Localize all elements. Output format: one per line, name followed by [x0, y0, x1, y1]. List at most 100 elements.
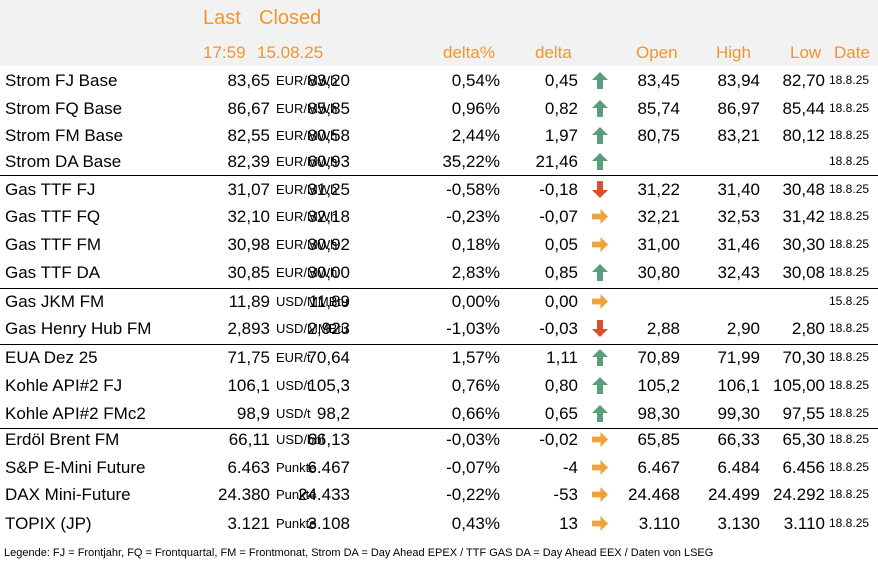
open-value: 98,30 — [637, 404, 680, 423]
delta-value: -0,03 — [539, 319, 578, 338]
delta-pct-value: 0,54% — [451, 71, 500, 90]
trend-flat-arrow-icon — [592, 459, 608, 476]
table-row: Gas JKM FM 11,89 11,89 USD/MMBtu 0,00% 0,00 15… — [0, 288, 878, 315]
last-value: 82,55 — [227, 126, 270, 145]
table-row: DAX Mini-Future 24.380 24.433 Punkte -0,22% -… — [0, 481, 878, 508]
delta-value: 0,45 — [544, 71, 578, 90]
date-value: 18.8.25 — [829, 432, 870, 446]
instrument-name: Strom FQ Base — [5, 99, 123, 118]
unit-label: Punkte — [276, 487, 317, 502]
delta-value: 0,80 — [544, 376, 578, 395]
date-value: 18.8.25 — [829, 154, 870, 168]
last-value: 11,89 — [228, 292, 270, 311]
low-value: 6.456 — [782, 458, 825, 477]
delta-value: -4 — [562, 458, 578, 477]
header-band — [0, 0, 878, 66]
open-value: 3.110 — [638, 514, 680, 533]
delta-value: 13 — [559, 514, 578, 533]
instrument-name: Strom FM Base — [5, 126, 124, 145]
open-value: 80,75 — [637, 126, 680, 145]
date-value: 15.8.25 — [829, 294, 870, 308]
unit-label: EUR/MWh — [276, 182, 338, 197]
date-value: 18.8.25 — [829, 101, 870, 115]
instrument-name: DAX Mini-Future — [5, 485, 131, 504]
table-row: Strom DA Base 82,39 60,93 EUR/MWh 35,22% 21,4… — [0, 148, 878, 175]
date-value: 18.8.25 — [829, 516, 870, 530]
group-separator — [0, 288, 878, 289]
trend-up-arrow-icon — [592, 72, 608, 89]
delta-pct-value: -1,03% — [446, 319, 500, 338]
date-value: 18.8.25 — [829, 237, 870, 251]
closed-value: 24.433 — [298, 485, 350, 504]
header-last-time: 17:59 — [203, 43, 246, 62]
instrument-name: Erdöl Brent FM — [5, 430, 120, 449]
trend-flat-arrow-icon — [592, 208, 608, 225]
date-value: 18.8.25 — [829, 460, 870, 474]
low-value: 82,70 — [782, 71, 825, 90]
trend-up-arrow-icon — [592, 349, 608, 366]
low-value: 80,12 — [782, 126, 825, 145]
date-value: 18.8.25 — [829, 128, 870, 142]
low-value: 65,30 — [782, 430, 825, 449]
unit-label: USD/bbl — [276, 432, 325, 447]
unit-label: USD/t — [276, 378, 311, 393]
closed-value: 70,64 — [307, 348, 350, 367]
delta-value: -0,18 — [539, 180, 578, 199]
date-value: 18.8.25 — [829, 350, 870, 364]
open-value: 85,74 — [637, 99, 680, 118]
delta-pct-value: 0,18% — [451, 235, 500, 254]
last-value: 32,10 — [227, 207, 270, 226]
high-value: 86,97 — [717, 99, 760, 118]
unit-label: EUR/MWh — [276, 209, 338, 224]
trend-flat-arrow-icon — [592, 486, 608, 503]
trend-up-arrow-icon — [592, 153, 608, 170]
date-value: 18.8.25 — [829, 406, 870, 420]
last-value: 82,39 — [227, 152, 270, 171]
table-row: Gas TTF FQ 32,10 32,18 EUR/MWh -0,23% -0,07 32… — [0, 203, 878, 230]
header-low: Low — [790, 43, 822, 62]
unit-label: EUR/t — [276, 350, 311, 365]
trend-down-arrow-icon — [592, 320, 608, 337]
last-value: 31,07 — [227, 180, 270, 199]
date-value: 18.8.25 — [829, 321, 870, 335]
closed-value: 85,85 — [307, 99, 350, 118]
unit-label: EUR/MWh — [276, 128, 338, 143]
last-value: 71,75 — [227, 348, 270, 367]
table-row: Strom FQ Base 86,67 85,85 EUR/MWh 0,96% 0,82 8… — [0, 95, 878, 122]
instrument-name: S&P E-Mini Future — [5, 458, 146, 477]
closed-value: 3.108 — [307, 514, 350, 533]
delta-value: -0,02 — [539, 430, 578, 449]
closed-value: 30,00 — [307, 263, 350, 282]
unit-label: EUR/MWh — [276, 101, 338, 116]
unit-label: Punkte — [276, 460, 317, 475]
low-value: 70,30 — [782, 348, 825, 367]
unit-label: EUR/MWh — [276, 73, 338, 88]
low-value: 97,55 — [782, 404, 825, 423]
last-value: 30,98 — [227, 235, 270, 254]
closed-value: 30,92 — [307, 235, 350, 254]
high-value: 31,46 — [717, 235, 760, 254]
table-row: Gas Henry Hub FM 2,893 2,923 USD/MMBtu -1,03… — [0, 315, 878, 342]
low-value: 30,08 — [782, 263, 825, 282]
header-delta-pct: delta% — [443, 43, 495, 62]
header-date: Date — [834, 43, 870, 62]
last-value: 6.463 — [227, 458, 270, 477]
delta-pct-value: 1,57% — [451, 348, 500, 367]
header-high: High — [716, 43, 751, 62]
delta-pct-value: -0,03% — [446, 430, 500, 449]
delta-value: 1,11 — [546, 348, 578, 367]
high-value: 31,40 — [717, 180, 760, 199]
low-value — [740, 288, 825, 315]
low-value: 85,44 — [782, 99, 825, 118]
low-value: 3.110 — [783, 514, 825, 533]
closed-value: 80,58 — [307, 126, 350, 145]
delta-value: -53 — [553, 485, 578, 504]
high-value: 71,99 — [717, 348, 760, 367]
closed-value: 98,2 — [316, 404, 350, 423]
high-value: 6.484 — [717, 458, 760, 477]
low-value: 2,80 — [791, 319, 825, 338]
low-value: 30,48 — [782, 180, 825, 199]
unit-label: USD/t — [276, 406, 311, 421]
closed-value: 66,13 — [307, 430, 350, 449]
group-separator — [0, 175, 878, 176]
